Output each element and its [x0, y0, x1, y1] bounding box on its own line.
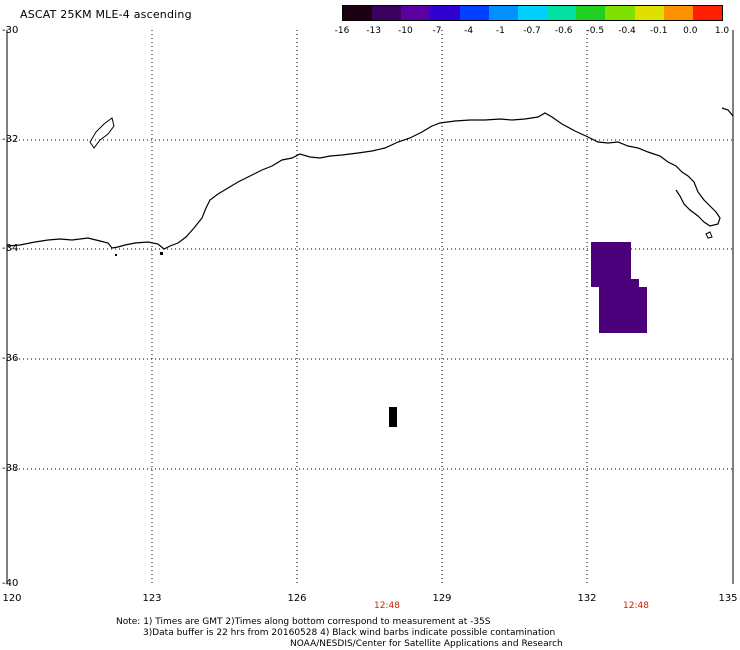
color-scale-label: -0.4	[618, 26, 636, 36]
color-scale-label: -7	[432, 26, 442, 36]
color-swatch	[430, 6, 460, 20]
lat-label-30: -30	[2, 25, 19, 36]
lat-label-34: -34	[2, 243, 19, 254]
color-scale-label: -0.7	[523, 26, 541, 36]
islet-1	[115, 254, 117, 256]
lon-label-129: 129	[432, 593, 452, 604]
color-scale-label: -13	[366, 26, 382, 36]
lon-label-126: 126	[287, 593, 307, 604]
color-swatch	[663, 6, 693, 20]
color-scale-labels: -16 -13 -10 -7 -4 -1 -0.7 -0.6 -0.5 -0.4 -0.1 0.0 1.…	[326, 26, 740, 38]
islet-2	[160, 252, 163, 255]
island-recherche	[89, 117, 115, 149]
note-line-1: Note: 1) Times are GMT 2)Times along bot…	[116, 617, 491, 627]
note-line-2: 3)Data buffer is 22 hrs from 20160528 4)…	[143, 628, 556, 638]
lon-label-120: 120	[2, 593, 22, 604]
lat-label-32: -32	[2, 134, 19, 145]
color-scale-label: -1	[495, 26, 505, 36]
color-scale-label: 1.0	[714, 26, 730, 36]
color-swatch	[634, 6, 664, 20]
color-scale-label: -4	[464, 26, 474, 36]
note-line-3: NOAA/NESDIS/Center for Satellite Applica…	[290, 639, 563, 649]
coastline-east	[721, 107, 734, 117]
lat-label-36: -36	[2, 353, 19, 364]
color-swatch	[459, 6, 489, 20]
coastline	[6, 112, 721, 250]
color-swatch	[343, 6, 373, 20]
lon-label-123: 123	[142, 593, 162, 604]
color-swatch	[372, 6, 402, 20]
color-swatch	[547, 6, 577, 20]
color-scale-label: -0.1	[649, 26, 668, 36]
color-scale-label: -0.5	[586, 26, 605, 36]
island-east	[705, 231, 713, 239]
color-scale-bar	[342, 5, 723, 21]
color-swatch	[605, 6, 635, 20]
wind-data-patch	[591, 242, 647, 333]
lat-label-38: -38	[2, 463, 19, 474]
color-swatch	[488, 6, 518, 20]
color-swatch	[692, 6, 723, 20]
time-label-1: 12:48	[374, 601, 400, 611]
chart-title: ASCAT 25KM MLE-4 ascending	[20, 8, 192, 21]
color-swatch	[576, 6, 606, 20]
plot-frame	[6, 30, 734, 584]
lat-label-40: -40	[2, 578, 19, 589]
color-swatch	[517, 6, 548, 20]
color-scale-label: 0.0	[683, 26, 698, 36]
contaminated-data-cell	[389, 407, 397, 427]
time-label-2: 12:48	[623, 601, 649, 611]
lon-label-135: 135	[718, 593, 738, 604]
color-swatch	[401, 6, 431, 20]
color-scale-label: -10	[397, 26, 413, 36]
color-scale-label: -16	[334, 26, 350, 36]
color-scale-label: -0.6	[554, 26, 573, 36]
lon-label-132: 132	[577, 593, 597, 604]
